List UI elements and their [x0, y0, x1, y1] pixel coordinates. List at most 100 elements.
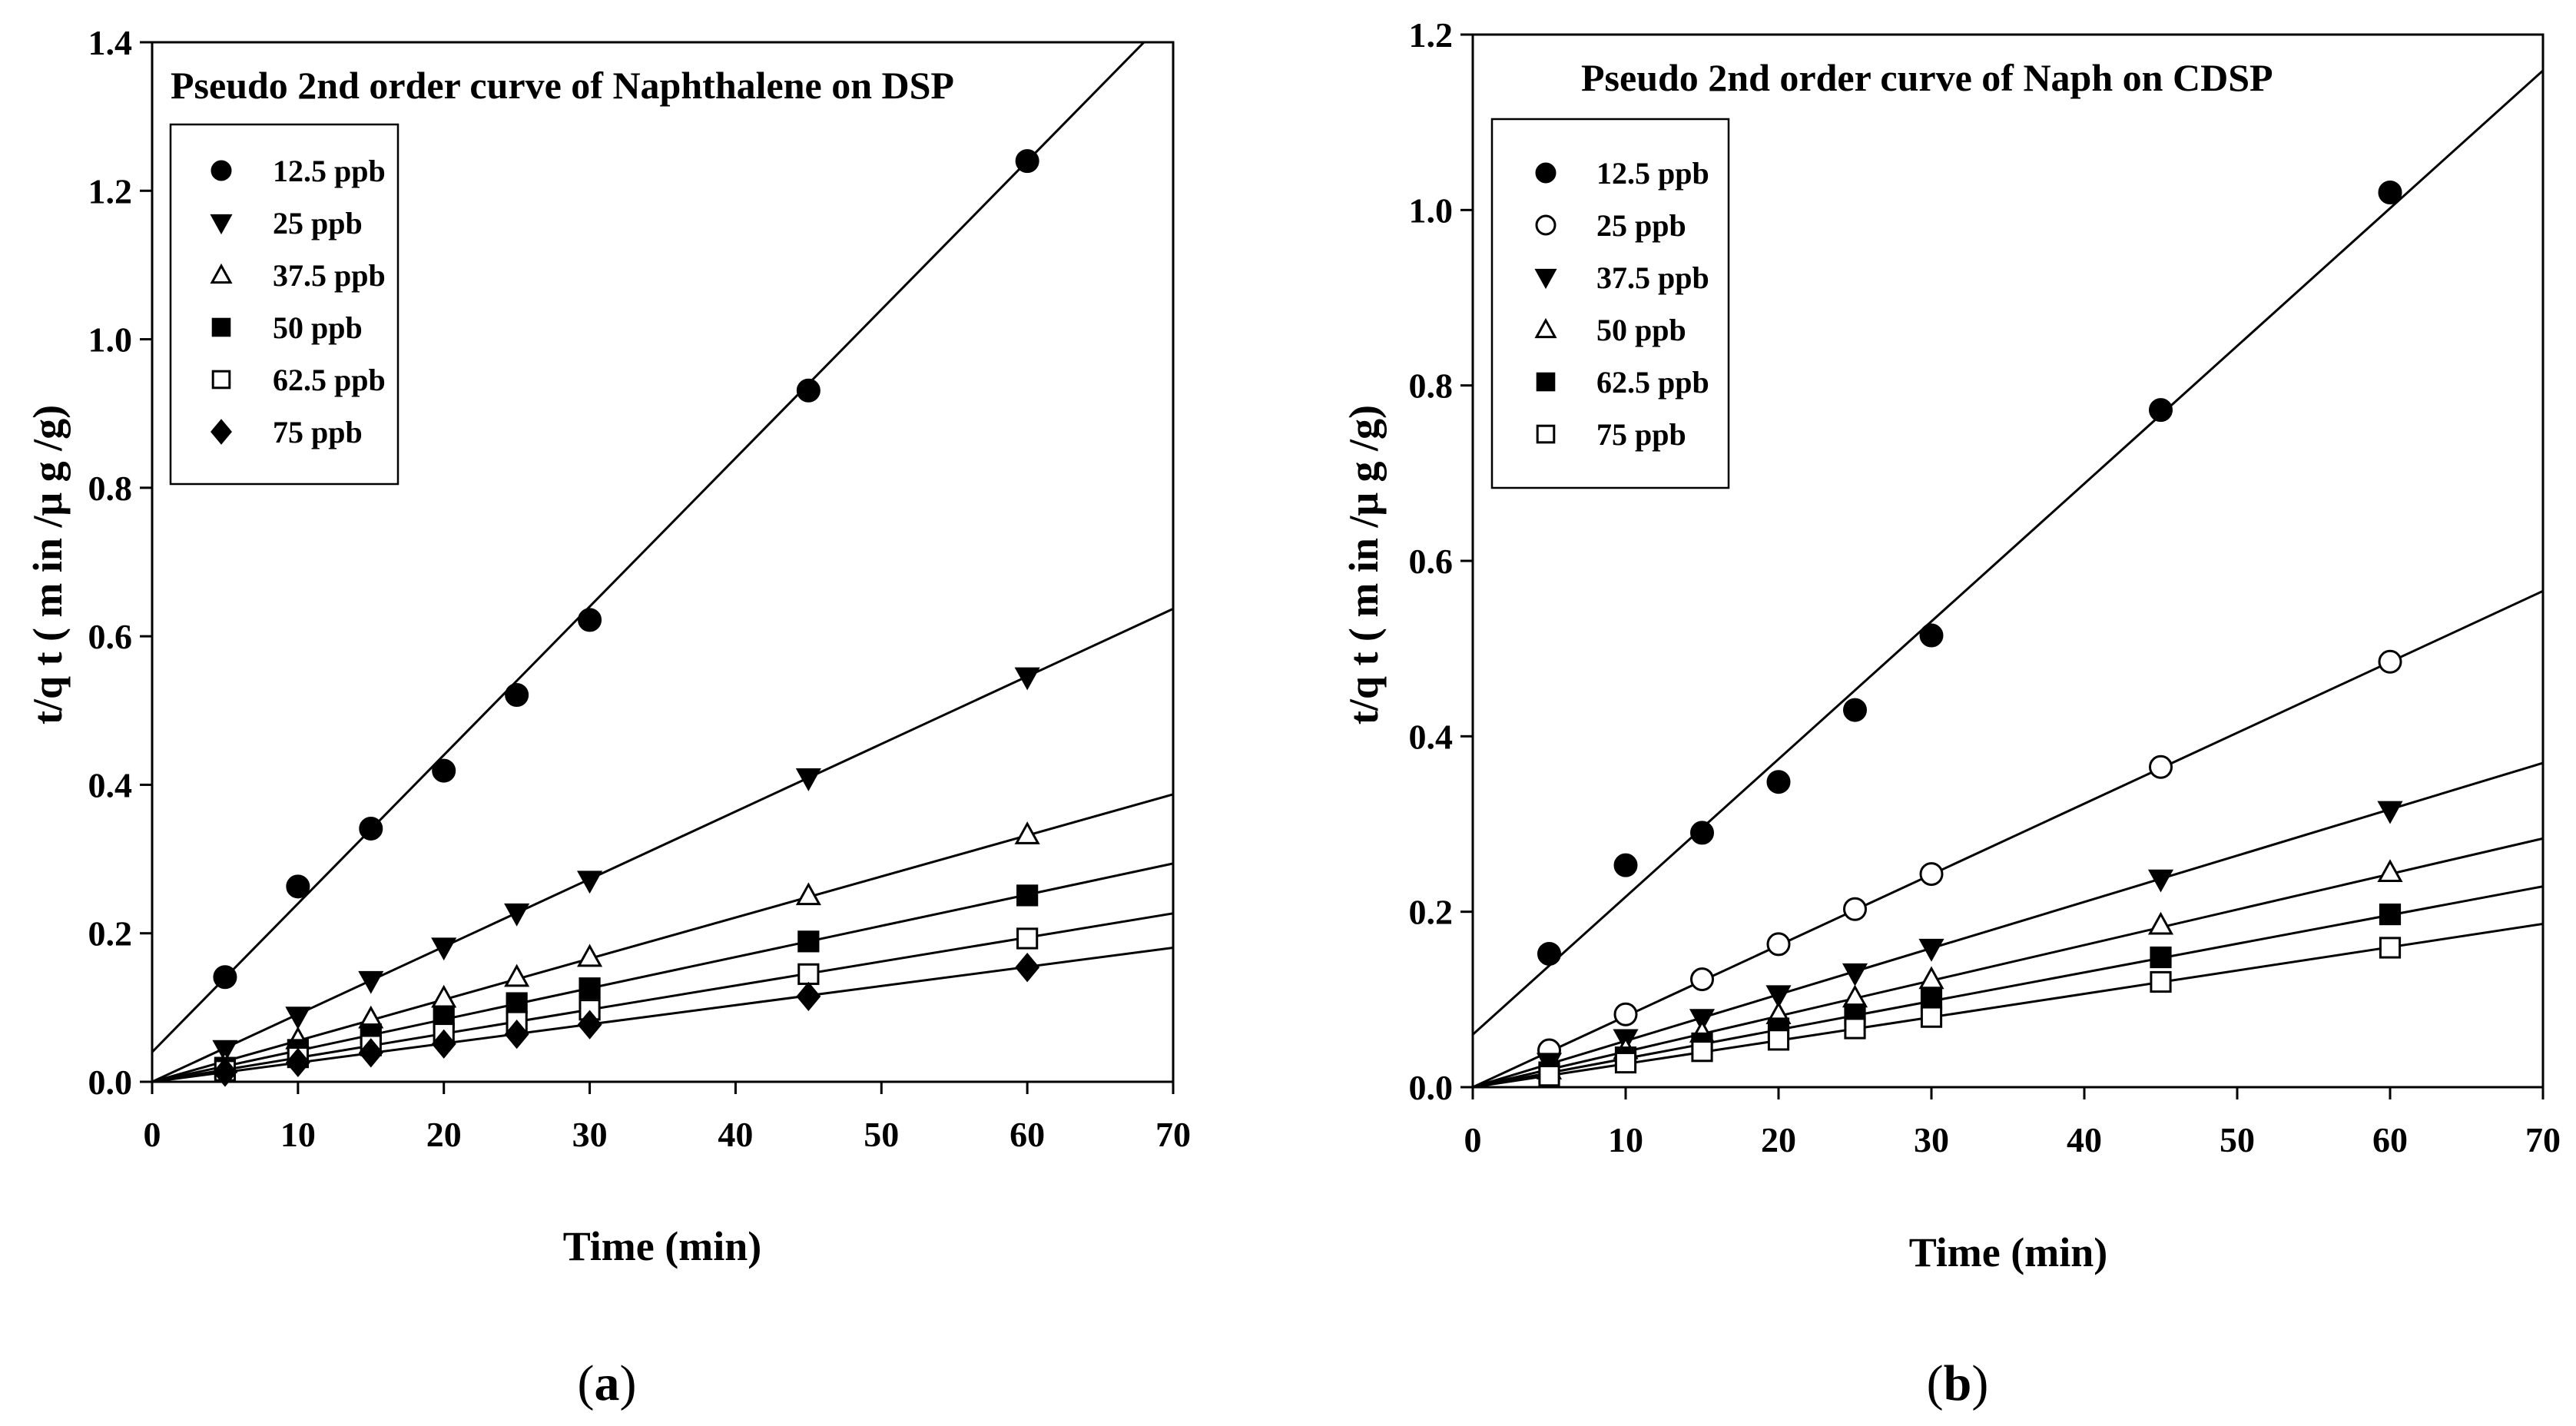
legend-marker-50-ppb	[211, 317, 231, 337]
data-point-12-5-ppb-10	[286, 874, 310, 899]
data-point-12-5-ppb-45	[796, 378, 821, 403]
fit-line-12-5-ppb	[1473, 69, 2543, 1036]
panel-label-b: (b)	[1927, 1355, 1989, 1411]
fit-line-25-ppb	[1473, 589, 2543, 1087]
data-point-37-5-ppb-25	[504, 963, 530, 987]
y-axis-label: t/q t ( m in /μ g /g)	[1341, 405, 1387, 725]
x-tick-label-70: 70	[2525, 1120, 2561, 1159]
chart-title: Pseudo 2nd order curve of Naph on CDSP	[1581, 56, 2273, 99]
data-point-25-ppb-15	[358, 970, 384, 994]
data-point-12-5-ppb-10	[1613, 853, 1638, 877]
data-point-62-5-ppb-45	[797, 963, 820, 985]
data-point-12-5-ppb-20	[1766, 770, 1791, 794]
data-point-12-5-ppb-25	[1843, 698, 1867, 722]
y-tick-label-1.2: 1.2	[88, 171, 133, 211]
data-point-12-5-ppb-25	[505, 682, 529, 707]
data-point-12-5-ppb-5	[213, 965, 237, 990]
data-point-75-ppb-15	[1691, 1040, 1713, 1063]
data-point-12-5-ppb-15	[359, 816, 383, 841]
data-point-25-ppb-60	[2378, 649, 2402, 674]
legend-label-62-5-ppb: 62.5 ppb	[1596, 365, 1709, 400]
panel-letter: a	[595, 1355, 620, 1411]
x-tick-label-20: 20	[426, 1115, 462, 1154]
y-tick-label-0.4: 0.4	[88, 765, 133, 804]
x-tick-label-20: 20	[1761, 1120, 1796, 1159]
legend: 12.5 ppb 25 ppb 37.5 ppb 50 ppb 62.5 ppb 75 p…	[169, 123, 399, 486]
x-tick-label-60: 60	[1010, 1115, 1045, 1154]
legend-marker-25-ppb	[1535, 214, 1557, 236]
data-point-50-ppb-45	[2147, 911, 2174, 935]
plot-frame	[151, 41, 1175, 1083]
fit-line-75-ppb	[1473, 922, 2543, 1087]
legend-label-12-5-ppb: 12.5 ppb	[273, 154, 386, 188]
data-point-75-ppb-15	[358, 1038, 383, 1068]
data-point-62-5-ppb-60	[1016, 927, 1039, 950]
fit-lines	[1473, 69, 2543, 1087]
legend-label-50-ppb: 50 ppb	[1596, 313, 1686, 347]
data-point-25-ppb-45	[2149, 754, 2173, 779]
data-point-37-5-ppb-25	[1842, 963, 1868, 987]
legend-label-25-ppb: 25 ppb	[1596, 208, 1686, 243]
data-point-37-5-ppb-30	[1918, 938, 1944, 962]
data-point-37-5-ppb-30	[577, 943, 603, 967]
data-point-12-5-ppb-30	[1919, 623, 1944, 648]
data-point-75-ppb-5	[212, 1057, 237, 1087]
x-tick-label-30: 30	[572, 1115, 608, 1154]
series-12-5-ppb	[213, 149, 1039, 990]
legend-marker-62-5-ppb	[211, 370, 231, 390]
data-point-75-ppb-10	[285, 1047, 310, 1078]
data-point-25-ppb-10	[1613, 1002, 1638, 1026]
fit-line-50-ppb	[152, 862, 1173, 1082]
series-50-ppb	[1536, 859, 2403, 1079]
y-axis-ticks: 0.0 0.2 0.4 0.6 0.8 1.0 1.2 1.4	[88, 23, 152, 1102]
legend-marker-50-ppb	[1534, 317, 1557, 339]
data-point-25-ppb-30	[577, 871, 603, 894]
x-tick-label-40: 40	[718, 1115, 753, 1154]
x-axis-label: Time (min)	[563, 1223, 761, 1269]
chart-panel-a: 0 10 20 30 40 50 60 70 0.0 0.2 0.4 0.6 0.8 1.0 1.2 1.4 T…	[25, 23, 1191, 1411]
data-point-50-ppb-30	[1918, 966, 1944, 990]
data-point-25-ppb-10	[285, 1006, 311, 1030]
series-12-5-ppb	[1537, 181, 2402, 966]
legend-label-75-ppb: 75 ppb	[273, 415, 363, 449]
data-point-37-5-ppb-45	[795, 882, 821, 906]
x-axis-ticks: 0 10 20 30 40 50 60 70	[1464, 1087, 2561, 1159]
x-tick-label-0: 0	[144, 1115, 161, 1154]
data-point-75-ppb-25	[1844, 1017, 1866, 1040]
x-tick-label-50: 50	[2220, 1120, 2255, 1159]
data-point-75-ppb-30	[1920, 1006, 1943, 1028]
data-point-12-5-ppb-5	[1537, 941, 1561, 966]
data-point-75-ppb-30	[577, 1010, 602, 1040]
y-tick-label-0.8: 0.8	[1409, 366, 1454, 406]
y-tick-label-1.0: 1.0	[1409, 191, 1454, 230]
legend-marker-75-ppb	[1536, 424, 1556, 444]
legend-label-62-5-ppb: 62.5 ppb	[273, 363, 386, 397]
data-point-75-ppb-20	[1767, 1029, 1790, 1051]
data-point-25-ppb-60	[1014, 667, 1040, 691]
legend-label-12-5-ppb: 12.5 ppb	[1596, 156, 1709, 191]
legend-label-25-ppb: 25 ppb	[273, 206, 363, 240]
y-tick-label-0.0: 0.0	[88, 1063, 133, 1102]
x-tick-label-10: 10	[280, 1115, 316, 1154]
x-tick-label-60: 60	[2372, 1120, 2408, 1159]
data-point-12-5-ppb-20	[432, 758, 456, 783]
data-point-50-ppb-25	[506, 992, 528, 1014]
series-75-ppb	[212, 953, 1040, 1087]
data-point-25-ppb-20	[1766, 932, 1791, 957]
data-point-12-5-ppb-60	[2378, 181, 2402, 204]
chart-panel-b: 0 10 20 30 40 50 60 70 0.0 0.2 0.4 0.6 0.8 1.0 1.2 Time…	[1341, 15, 2561, 1411]
x-tick-label-40: 40	[2067, 1120, 2102, 1159]
legend-box	[169, 123, 399, 486]
x-axis-ticks: 0 10 20 30 40 50 60 70	[144, 1082, 1191, 1154]
data-point-75-ppb-45	[796, 981, 821, 1012]
fit-line-37-5-ppb	[152, 793, 1173, 1082]
data-point-75-ppb-45	[2150, 970, 2172, 993]
data-point-75-ppb-20	[431, 1029, 456, 1059]
fit-lines	[152, 42, 1173, 1082]
x-tick-label-50: 50	[864, 1115, 899, 1154]
data-point-62-5-ppb-45	[2150, 946, 2172, 969]
data-point-37-5-ppb-60	[2377, 801, 2403, 824]
legend-marker-37-5-ppb	[210, 263, 233, 284]
data-point-37-5-ppb-20	[431, 984, 457, 1008]
legend: 12.5 ppb 25 ppb 37.5 ppb 50 ppb 62.5 ppb 75 p…	[1490, 118, 1730, 489]
